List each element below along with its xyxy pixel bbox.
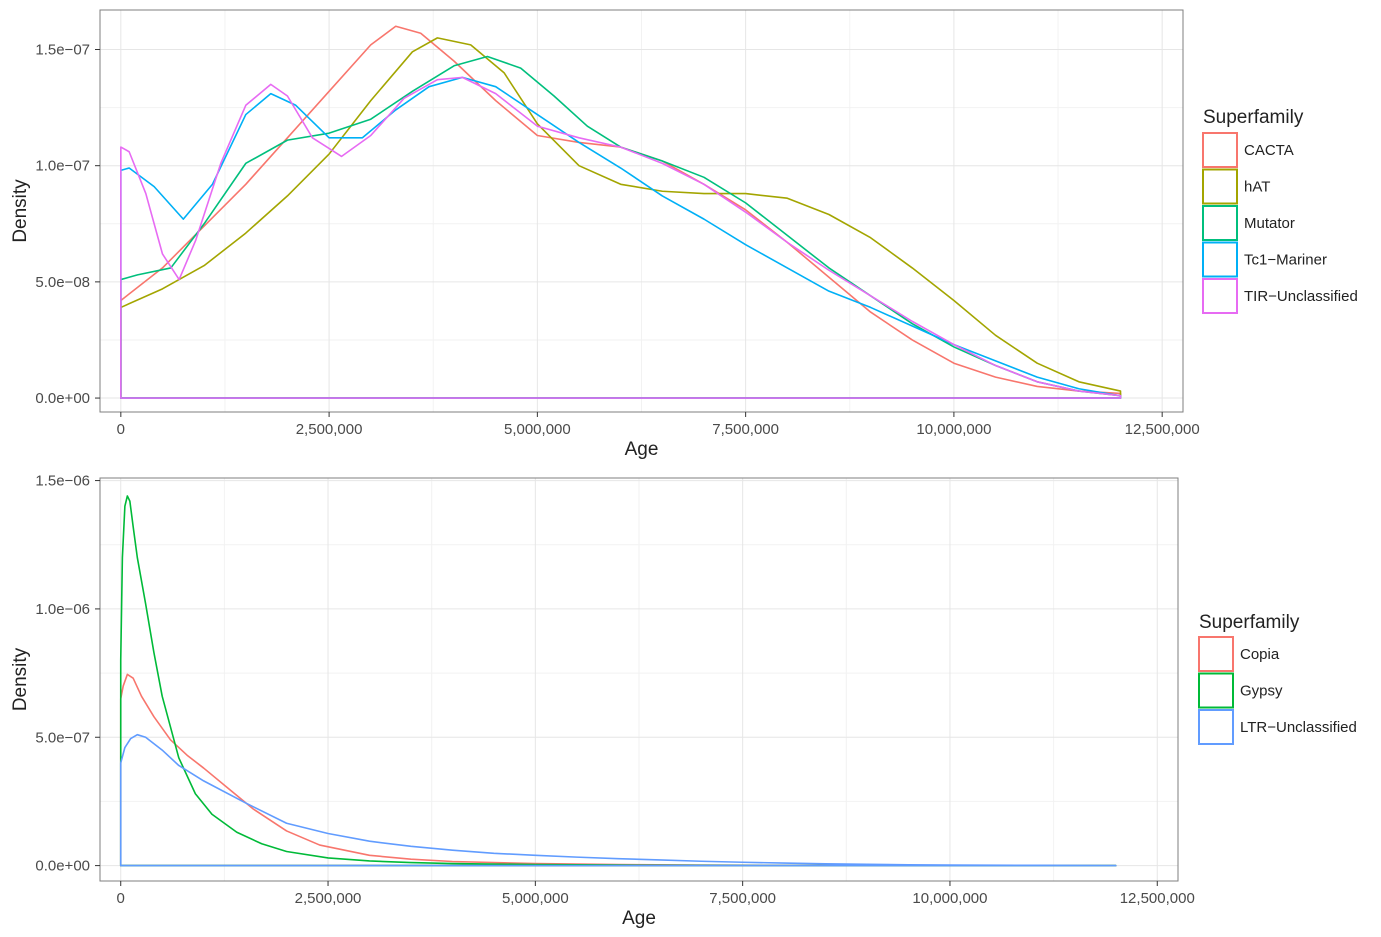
x-axis-title: Age	[622, 908, 656, 929]
legend-label-2: hAT	[1244, 179, 1270, 196]
y-tick-label: 1.0e−07	[35, 158, 90, 175]
density-curve-2	[120, 37, 1122, 399]
y-axis-title: Density	[10, 647, 31, 711]
legend-key-5	[1202, 278, 1238, 314]
x-tick-label: 7,500,000	[709, 890, 776, 907]
y-tick-label: 1.5e−07	[35, 42, 90, 59]
density-curve-5	[120, 76, 1122, 399]
y-tick-label: 0.0e+00	[35, 390, 90, 407]
x-tick-label: 12,500,000	[1120, 890, 1195, 907]
legend-label-4: Tc1−Mariner	[1244, 252, 1327, 269]
legend-key-2	[1198, 672, 1234, 709]
legend-title: Superfamily	[1199, 612, 1300, 633]
x-tick-label: 10,000,000	[912, 890, 987, 907]
legend-label-2: Gypsy	[1240, 683, 1283, 700]
y-tick-label: 0.0e+00	[35, 858, 90, 875]
panel-border	[99, 477, 1179, 882]
panel-border	[99, 9, 1184, 413]
density-curve-3	[119, 733, 1117, 867]
legend: Superfamily CACTA hAT Mutator Tc1−Mariner TIR…	[1202, 107, 1358, 314]
x-tick-label: 2,500,000	[295, 890, 362, 907]
panel-2: 0 2,500,000 5,000,000 7,500,000 10,000,000 12…	[10, 473, 1357, 929]
x-tick-label: 5,000,000	[504, 421, 571, 438]
legend-key-2	[1202, 168, 1238, 205]
legend-key-4	[1202, 241, 1238, 278]
x-tick-label: 12,500,000	[1125, 421, 1200, 438]
legend-label-3: Mutator	[1244, 215, 1295, 232]
x-tick-label: 0	[117, 890, 125, 907]
legend: Superfamily Copia Gypsy LTR−Unclassified	[1198, 612, 1357, 745]
legend-key-3	[1202, 205, 1238, 241]
y-tick-label: 1.0e−06	[35, 601, 90, 618]
legend-label-1: Copia	[1240, 646, 1280, 663]
x-tick-label: 2,500,000	[296, 421, 363, 438]
x-tick-label: 10,000,000	[916, 421, 991, 438]
x-tick-label: 0	[117, 421, 125, 438]
y-axis-title: Density	[10, 179, 31, 243]
panel-1: 0 2,500,000 5,000,000 7,500,000 10,000,000 12…	[10, 9, 1358, 460]
legend-label-1: CACTA	[1244, 142, 1294, 159]
legend-label-5: TIR−Unclassified	[1244, 288, 1358, 305]
x-tick-label: 7,500,000	[712, 421, 779, 438]
legend-key-1	[1198, 636, 1234, 672]
y-tick-label: 5.0e−07	[35, 729, 90, 746]
legend-label-3: LTR−Unclassified	[1240, 719, 1357, 736]
legend-title: Superfamily	[1203, 107, 1304, 128]
y-tick-label: 5.0e−08	[35, 274, 90, 291]
legend-key-1	[1202, 132, 1238, 168]
x-tick-label: 5,000,000	[502, 890, 569, 907]
y-tick-label: 1.5e−06	[35, 473, 90, 490]
legend-key-3	[1198, 709, 1234, 745]
x-axis-title: Age	[625, 439, 659, 460]
